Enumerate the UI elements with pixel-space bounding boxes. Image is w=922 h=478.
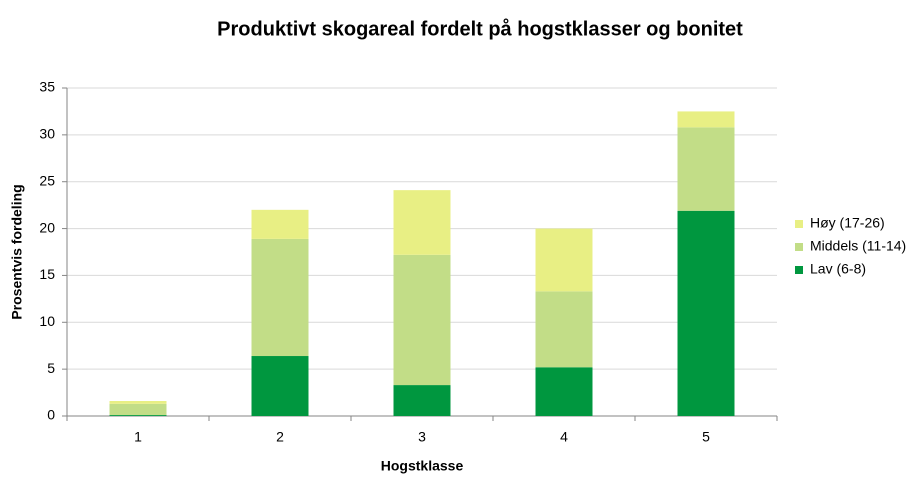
bar-segment (535, 291, 593, 368)
legend-swatch (795, 243, 803, 251)
y-tick-label: 30 (39, 126, 55, 142)
y-axis-title: Prosentvis fordeling (9, 184, 25, 319)
x-tick-label: 1 (134, 429, 142, 445)
y-tick-label: 15 (39, 266, 55, 282)
legend-swatch (795, 220, 803, 228)
bar-segment (393, 254, 451, 386)
y-tick-label: 20 (39, 219, 55, 235)
x-axis-title: Hogstklasse (381, 458, 464, 474)
bar-segment (251, 238, 309, 357)
legend-label: Middels (11-14) (810, 238, 906, 254)
x-tick-label: 2 (276, 429, 284, 445)
bar-segment (677, 210, 735, 416)
y-tick-label: 5 (47, 360, 55, 376)
x-tick-label: 4 (560, 429, 568, 445)
bar-segment (393, 385, 451, 416)
bar-segment (535, 228, 593, 292)
y-tick-label: 25 (39, 172, 55, 188)
y-tick-label: 0 (47, 407, 55, 423)
x-tick-label: 5 (702, 429, 710, 445)
legend-swatch (795, 266, 803, 274)
bar-segment (251, 356, 309, 416)
bar-segment (677, 127, 735, 211)
bar-segment (251, 209, 309, 239)
legend-label: Lav (6-8) (810, 261, 866, 277)
bar-segment (109, 415, 167, 416)
y-tick-label: 10 (39, 313, 55, 329)
x-tick-label: 3 (418, 429, 426, 445)
bar-segment (677, 111, 735, 128)
bar-segment (535, 367, 593, 416)
bar-segment (393, 190, 451, 255)
y-tick-label: 35 (39, 79, 55, 95)
legend-label: Høy (17-26) (810, 215, 885, 231)
bar-segment (109, 401, 167, 404)
bar-segment (109, 403, 167, 416)
chart-title: Produktivt skogareal fordelt på hogstkla… (217, 17, 743, 40)
